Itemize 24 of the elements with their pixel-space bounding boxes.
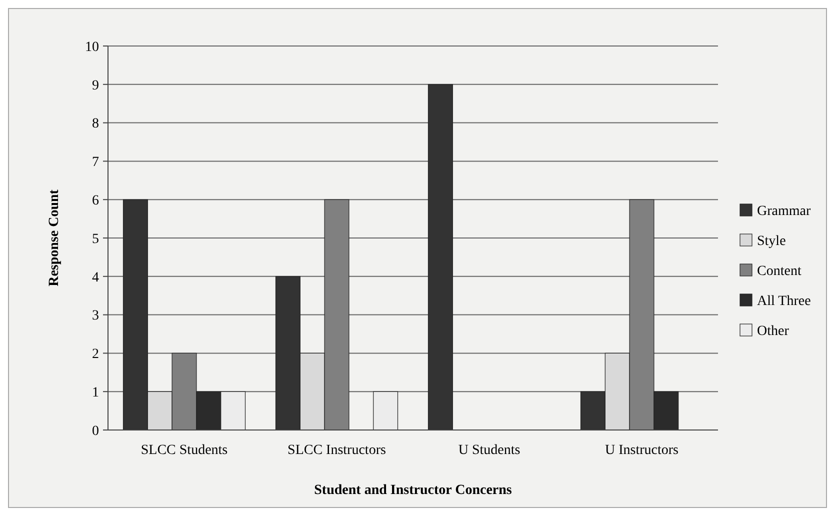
y-tick-label: 9	[92, 78, 99, 94]
x-tick-label: SLCC Students	[140, 443, 228, 458]
legend-label: All Three	[757, 294, 811, 309]
legend-label: Grammar	[757, 204, 811, 219]
x-tick-label: U Students	[458, 443, 520, 458]
y-axis-title: Response Count	[47, 189, 62, 286]
bar	[428, 84, 453, 430]
legend-label: Style	[757, 234, 786, 249]
y-tick-label: 5	[92, 232, 99, 247]
y-tick-label: 10	[85, 40, 99, 55]
bar	[373, 391, 398, 430]
x-tick-label: U Instructors	[605, 443, 678, 458]
legend-label: Content	[757, 264, 802, 279]
legend-label: Other	[757, 324, 790, 339]
y-tick-label: 3	[92, 308, 99, 324]
x-tick-label: SLCC Instructors	[288, 443, 386, 458]
y-tick-label: 7	[92, 155, 99, 170]
x-axis-title: Student and Instructor Concerns	[314, 483, 512, 498]
y-tick-label: 6	[92, 194, 99, 208]
y-tick-label: 1	[92, 386, 99, 400]
y-tick-label: 2	[92, 347, 99, 362]
y-tick-label: 8	[92, 116, 99, 132]
y-tick-label: 4	[92, 270, 99, 286]
y-tick-label: 0	[92, 424, 99, 439]
